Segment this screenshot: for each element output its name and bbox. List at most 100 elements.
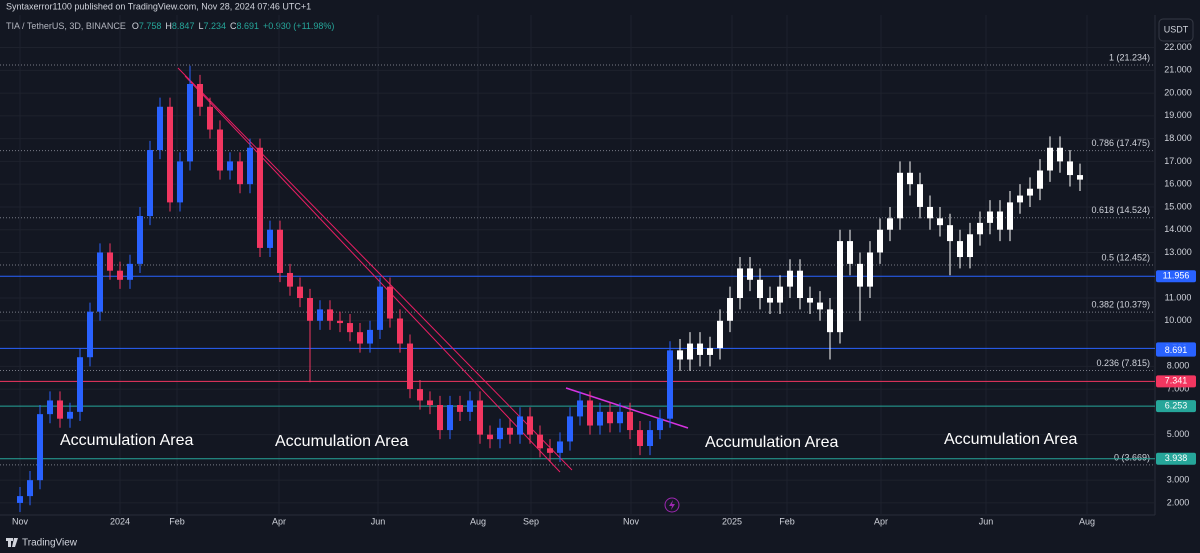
- candle-body: [917, 184, 923, 207]
- y-tick-label: 17.000: [1164, 156, 1192, 166]
- y-tick-label: 7.000: [1167, 383, 1190, 393]
- candle-body: [487, 434, 493, 440]
- event-icon[interactable]: [664, 497, 680, 513]
- candle-body: [847, 241, 853, 264]
- y-tick-label: 20.000: [1164, 87, 1192, 97]
- x-tick-label: Apr: [272, 516, 286, 526]
- candle-body: [347, 323, 353, 333]
- x-tick-label: Aug: [1079, 516, 1095, 526]
- candle-body: [867, 252, 873, 287]
- y-tick-label: 3.000: [1167, 475, 1190, 485]
- ohlc-value: 8.691: [237, 21, 260, 31]
- candle-body: [477, 400, 483, 435]
- candle-body: [877, 229, 883, 253]
- ohlc-key: O: [132, 21, 139, 31]
- ohlc-key: H: [165, 21, 172, 31]
- annotation: Accumulation Area: [944, 431, 1078, 448]
- price-label: 7.341: [1165, 376, 1188, 386]
- fib-label: 0.786 (17.475): [1091, 138, 1150, 148]
- candle-body: [297, 286, 303, 299]
- x-tick-label: Aug: [470, 516, 486, 526]
- candle-body: [67, 411, 73, 419]
- annotation: Accumulation Area: [275, 433, 409, 450]
- y-tick-label: 16.000: [1164, 179, 1192, 189]
- y-tick-label: 19.000: [1164, 110, 1192, 120]
- candle-body: [277, 229, 283, 273]
- candle-body: [437, 405, 443, 431]
- candle-body: [617, 411, 623, 424]
- candle-body: [647, 430, 653, 447]
- candle-body: [267, 229, 273, 248]
- y-tick-label: 14.000: [1164, 224, 1192, 234]
- candle-body: [537, 434, 543, 449]
- y-tick-label: 18.000: [1164, 133, 1192, 143]
- candle-body: [767, 298, 773, 303]
- y-tick-label: 13.000: [1164, 247, 1192, 257]
- candle-body: [317, 309, 323, 321]
- candle-body: [887, 218, 893, 230]
- candle-body: [387, 286, 393, 319]
- candle-body: [607, 411, 613, 424]
- price-label-box: [1156, 344, 1196, 357]
- candle-body: [627, 411, 633, 431]
- candle-body: [137, 216, 143, 264]
- candle-body: [427, 400, 433, 406]
- candle-body: [987, 211, 993, 223]
- candle-body: [517, 416, 523, 435]
- candle-body: [197, 83, 203, 107]
- candle-body: [827, 309, 833, 333]
- candle-body: [787, 270, 793, 287]
- footer-logo: [6, 538, 18, 547]
- candle-body: [177, 161, 183, 203]
- candle-body: [857, 263, 863, 287]
- candle-body: [907, 172, 913, 185]
- symbol: TIA / TetherUS, 3D, BINANCE: [6, 21, 126, 31]
- price-label-box: [1156, 375, 1196, 388]
- y-tick-label: 5.000: [1167, 429, 1190, 439]
- candle-body: [357, 332, 363, 344]
- annotation: Accumulation Area: [60, 432, 194, 449]
- trendline: [184, 75, 561, 473]
- symbol-legend: TIA / TetherUS, 3D, BINANCE O7.758 H8.847 L…: [6, 21, 334, 31]
- candle-body: [407, 343, 413, 390]
- candle-body: [1017, 195, 1023, 203]
- fib-label: 1 (21.234): [1109, 52, 1150, 62]
- candle-body: [467, 400, 473, 412]
- currency-button[interactable]: [1158, 18, 1194, 42]
- ohlc-value: 7.234: [203, 21, 226, 31]
- candle-body: [217, 129, 223, 171]
- candle-body: [417, 389, 423, 401]
- candle-body: [97, 252, 103, 312]
- candle-body: [307, 298, 313, 321]
- candle-body: [897, 172, 903, 219]
- candle-body: [677, 350, 683, 360]
- candle-body: [1057, 147, 1063, 162]
- x-tick-label: Jun: [371, 516, 386, 526]
- currency[interactable]: USDT: [1164, 24, 1189, 34]
- y-tick-label: 22.000: [1164, 42, 1192, 52]
- candle-body: [167, 106, 173, 203]
- candle-body: [327, 309, 333, 321]
- candle-body: [147, 150, 153, 217]
- candle-body: [657, 418, 663, 431]
- candle-body: [367, 329, 373, 344]
- y-tick-label: 15.000: [1164, 201, 1192, 211]
- candle-body: [237, 161, 243, 185]
- candle-body: [727, 298, 733, 321]
- candle-body: [737, 268, 743, 299]
- price-label: 8.691: [1165, 345, 1188, 355]
- price-label-box: [1156, 452, 1196, 465]
- candle-body: [157, 106, 163, 151]
- trendline: [177, 67, 573, 471]
- x-tick-label: Feb: [169, 516, 185, 526]
- ohlc-key: L: [198, 21, 203, 31]
- price-label-box: [1156, 270, 1196, 283]
- fib-label: 0 (3.669): [1114, 452, 1150, 462]
- candle-body: [937, 218, 943, 226]
- x-tick-label: Nov: [12, 516, 29, 526]
- candle-body: [947, 225, 953, 242]
- candle-body: [77, 357, 83, 412]
- candle-body: [597, 411, 603, 426]
- candle-body: [37, 414, 43, 481]
